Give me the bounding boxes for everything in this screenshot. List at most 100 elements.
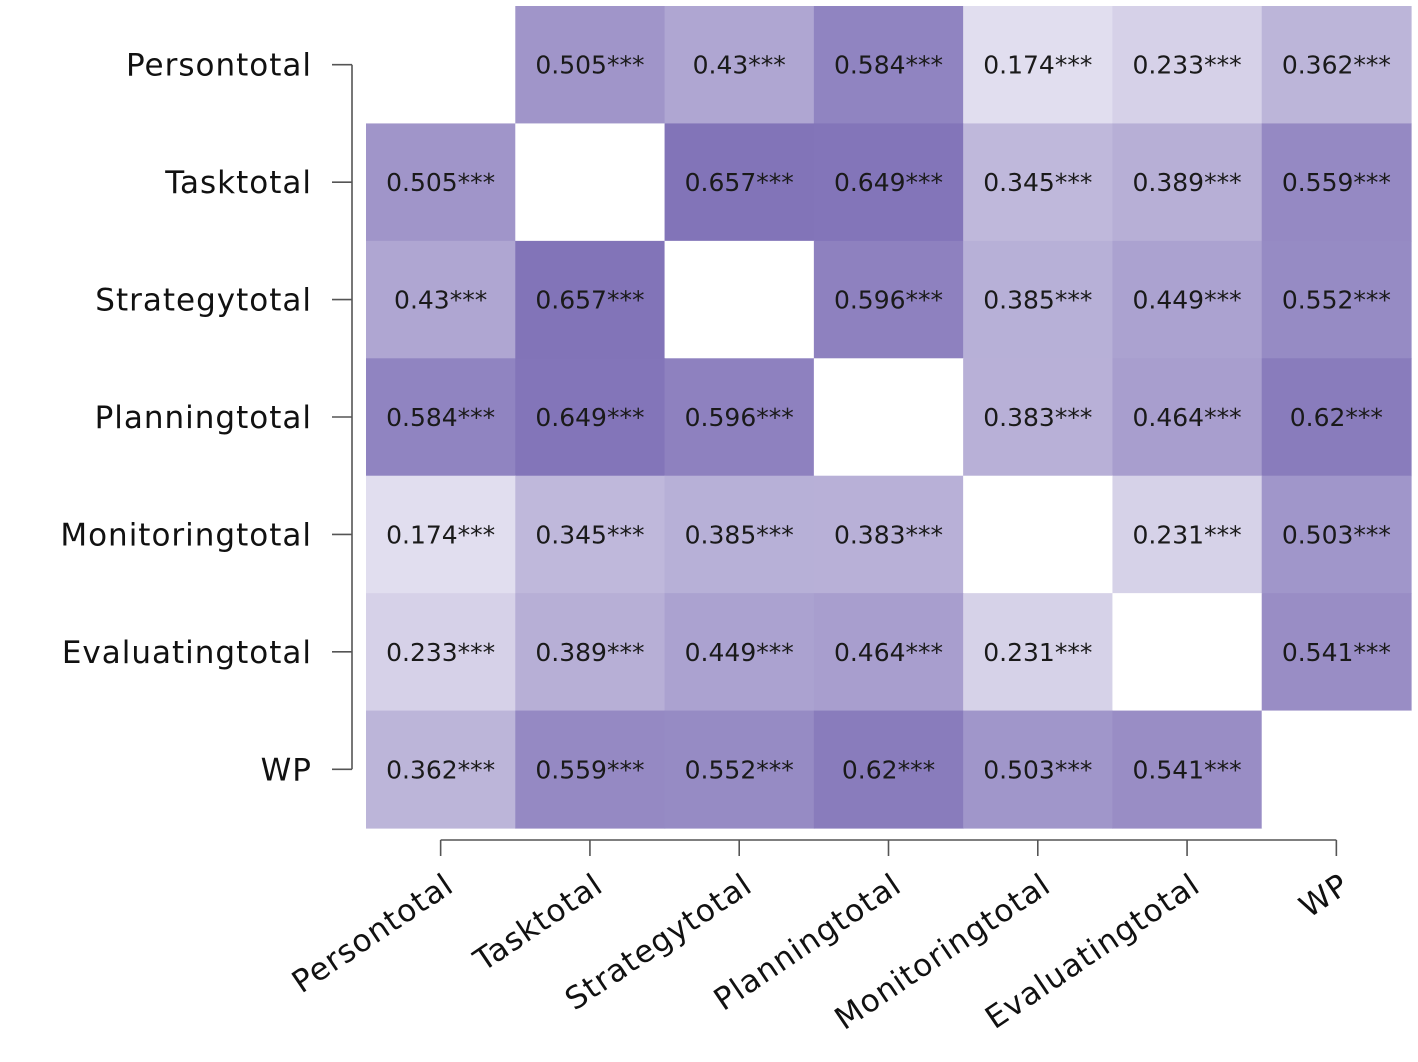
cell-value-label: 0.657***: [685, 168, 794, 197]
heatmap-cell-r2-c2: [664, 240, 815, 359]
heatmap-cell-r2-c5: [1112, 240, 1263, 359]
cell-value-label: 0.43***: [394, 286, 487, 315]
cell-value-label: 0.505***: [535, 51, 644, 80]
cell-value-label: 0.584***: [834, 51, 943, 80]
heatmap-cell-r3-c0: [366, 358, 516, 477]
heatmap-cell-r2-c0: [366, 240, 516, 359]
y-tick-label: Planningtotal: [95, 400, 312, 436]
cell-value-label: 0.174***: [386, 520, 495, 549]
heatmap-cell-r0-c2: [664, 6, 815, 125]
cell-value-label: 0.449***: [1133, 286, 1242, 315]
heatmap-cell-r4-c1: [515, 475, 666, 594]
heatmap-cell-r5-c3: [813, 593, 964, 712]
cell-value-label: 0.231***: [1133, 520, 1242, 549]
heatmap-cell-r2-c4: [963, 240, 1114, 359]
cell-value-label: 0.385***: [685, 520, 794, 549]
cell-value-label: 0.383***: [983, 403, 1092, 432]
heatmap-cell-r1-c4: [963, 123, 1114, 242]
heatmap-cell-r2-c1: [515, 240, 666, 359]
heatmap-cell-r6-c1: [515, 710, 666, 829]
y-tick-label: Strategytotal: [95, 283, 312, 319]
heatmap-cell-r6-c6: [1261, 710, 1412, 829]
cell-value-label: 0.233***: [386, 638, 495, 667]
heatmap-cell-r0-c1: [515, 6, 666, 125]
cell-value-label: 0.503***: [983, 755, 1092, 784]
cell-value-label: 0.464***: [834, 638, 943, 667]
heatmap-cell-r3-c3: [813, 358, 964, 477]
heatmap-cell-r5-c6: [1261, 593, 1412, 712]
cell-value-label: 0.503***: [1282, 520, 1391, 549]
heatmap-cell-r5-c2: [664, 593, 815, 712]
cell-value-label: 0.345***: [535, 520, 644, 549]
cell-value-label: 0.362***: [386, 755, 495, 784]
cell-value-label: 0.383***: [834, 520, 943, 549]
cell-value-label: 0.559***: [1282, 168, 1391, 197]
cell-value-label: 0.449***: [685, 638, 794, 667]
heatmap-cell-r1-c2: [664, 123, 815, 242]
cell-value-label: 0.541***: [1282, 638, 1391, 667]
cell-value-label: 0.649***: [834, 168, 943, 197]
heatmap-cell-r1-c3: [813, 123, 964, 242]
cell-value-label: 0.596***: [834, 286, 943, 315]
cell-value-label: 0.552***: [685, 755, 794, 784]
heatmap-cell-r4-c4: [963, 475, 1114, 594]
heatmap-cell-r0-c4: [963, 6, 1114, 125]
heatmap-cell-r0-c6: [1261, 6, 1412, 125]
cell-value-label: 0.62***: [1290, 403, 1383, 432]
cell-value-label: 0.596***: [685, 403, 794, 432]
heatmap-cell-r5-c4: [963, 593, 1114, 712]
heatmap-cell-r4-c6: [1261, 475, 1412, 594]
heatmap-cell-r0-c3: [813, 6, 964, 125]
y-tick-label: Tasktotal: [164, 165, 312, 201]
y-tick-label: WP: [261, 752, 312, 788]
cell-value-label: 0.464***: [1133, 403, 1242, 432]
x-axis: Persontotal TasktotalStrategytotalPlannin…: [286, 839, 1356, 1037]
x-tick-label: Persontotal: [286, 867, 460, 1001]
cell-value-label: 0.231***: [983, 638, 1092, 667]
cell-value-label: 0.385***: [983, 286, 1092, 315]
heatmap-cell-r3-c4: [963, 358, 1114, 477]
cell-value-label: 0.174***: [983, 51, 1092, 80]
heatmap-cell-r3-c5: [1112, 358, 1263, 477]
heatmap-cell-r3-c2: [664, 358, 815, 477]
cell-value-label: 0.505***: [386, 168, 495, 197]
heatmap-cell-r0-c5: [1112, 6, 1263, 125]
x-tick-label: Tasktotal: [467, 867, 610, 979]
cell-value-label: 0.389***: [535, 638, 644, 667]
y-tick-label: Persontotal: [126, 48, 312, 84]
heatmap-cell-r5-c1: [515, 593, 666, 712]
heatmap-cell-r4-c2: [664, 475, 815, 594]
heatmap-cell-r2-c6: [1261, 240, 1412, 359]
heatmap-cell-r5-c0: [366, 593, 516, 712]
heatmap-cell-r6-c5: [1112, 710, 1263, 829]
cell-value-label: 0.584***: [386, 403, 495, 432]
cell-value-label: 0.362***: [1282, 51, 1391, 80]
cell-value-label: 0.233***: [1133, 51, 1242, 80]
heatmap-cell-r1-c6: [1261, 123, 1412, 242]
cell-value-label: 0.657***: [535, 286, 644, 315]
cell-value-label: 0.649***: [535, 403, 644, 432]
heatmap-cell-r3-c6: [1261, 358, 1412, 477]
y-tick-label: Monitoringtotal: [60, 517, 312, 553]
cell-value-label: 0.345***: [983, 168, 1092, 197]
cell-value-label: 0.389***: [1133, 168, 1242, 197]
x-tick-label: WP: [1293, 867, 1356, 926]
heatmap-cell-r1-c5: [1112, 123, 1263, 242]
y-tick-label: Evaluatingtotal: [62, 635, 312, 671]
heatmap-cell-r1-c1: [515, 123, 666, 242]
cell-value-label: 0.541***: [1133, 755, 1242, 784]
y-axis: Persontotal Tasktotal Strategytotal Plannin…: [60, 48, 353, 788]
heatmap-cell-r0-c0: [366, 6, 516, 125]
heatmap-cell-r3-c1: [515, 358, 666, 477]
cell-value-label: 0.62***: [842, 755, 935, 784]
cell-value-label: 0.559***: [535, 755, 644, 784]
heatmap-cell-r6-c3: [813, 710, 964, 829]
heatmap-cell-r6-c2: [664, 710, 815, 829]
heatmap-cell-r2-c3: [813, 240, 964, 359]
cell-value-label: 0.552***: [1282, 286, 1391, 315]
heatmap-cell-r5-c5: [1112, 593, 1263, 712]
heatmap-cell-r6-c4: [963, 710, 1114, 829]
heatmap-cells: 0.505*** 0.43*** 0.584*** 0.174*** 0.233*** 0…: [366, 6, 1412, 829]
heatmap-cell-r4-c3: [813, 475, 964, 594]
